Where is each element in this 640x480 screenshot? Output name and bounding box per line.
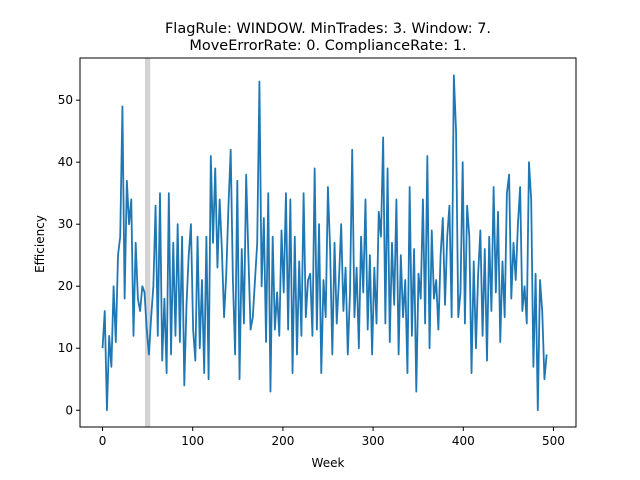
chart-title: FlagRule: WINDOW. MinTrades: 3. Window: …: [165, 21, 491, 37]
plot-frame: [79, 57, 577, 428]
x-tick-label: 500: [542, 434, 565, 448]
chart-subtitle: MoveErrorRate: 0. ComplianceRate: 1.: [189, 38, 466, 54]
x-tick-label: 0: [99, 434, 107, 448]
y-tick-label: 20: [58, 279, 73, 293]
y-tick-label: 40: [58, 155, 73, 169]
y-tick-label: 50: [58, 93, 73, 107]
plot-area: 0 100 200 300 400 500 0 10 20 30 40 50: [58, 57, 577, 448]
efficiency-series-line: [101, 74, 548, 412]
x-tick-label: 100: [181, 434, 204, 448]
highlight-band: [144, 58, 151, 427]
y-tick-label: 30: [58, 217, 73, 231]
x-tick-label: 200: [271, 434, 294, 448]
x-tick-label: 400: [452, 434, 475, 448]
y-tick-label: 10: [58, 341, 73, 355]
x-axis-label: Week: [312, 456, 345, 470]
y-tick-label: 0: [65, 403, 73, 417]
x-tick-label: 300: [362, 434, 385, 448]
y-axis-label: Efficiency: [33, 215, 47, 273]
